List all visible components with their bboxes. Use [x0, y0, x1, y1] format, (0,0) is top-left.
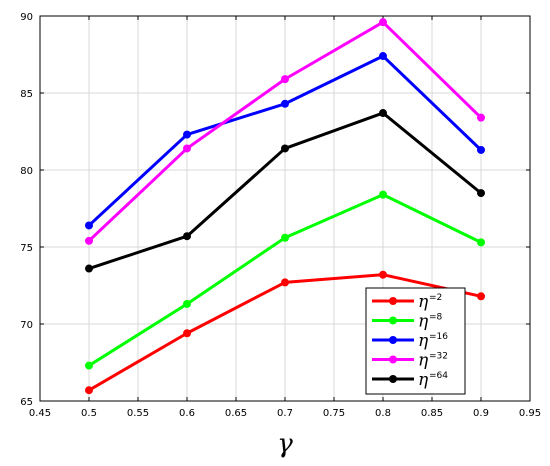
data-point: [183, 329, 191, 338]
x-tick-label: 0.9: [473, 408, 489, 419]
legend-entry: η =32: [372, 351, 448, 371]
data-point: [85, 236, 93, 245]
series-2: [85, 52, 485, 230]
x-tick-label: 0.75: [323, 408, 345, 419]
legend-label-value: =16: [429, 332, 448, 342]
legend-label-symbol: η: [418, 370, 429, 390]
x-axis-label: γ: [277, 429, 293, 459]
data-point: [477, 189, 485, 198]
legend-swatch-marker: [389, 297, 397, 305]
data-point: [85, 361, 93, 370]
legend-label-value: =2: [429, 293, 442, 303]
legend: η =2η =8η =16η =32η =64: [365, 287, 466, 395]
x-tick-label: 0.95: [519, 408, 541, 419]
legend-swatch-marker: [389, 375, 397, 383]
data-point: [281, 278, 289, 287]
legend-entry: η =2: [372, 292, 442, 312]
data-point: [477, 238, 485, 247]
legend-label-symbol: η: [418, 331, 429, 351]
data-point: [183, 144, 191, 153]
series-3: [85, 18, 485, 245]
data-point: [379, 109, 387, 118]
x-tick-label: 0.8: [375, 408, 391, 419]
legend-entry: η =16: [372, 331, 448, 351]
x-tick-label: 0.7: [277, 408, 293, 419]
x-tick-label: 0.65: [225, 408, 247, 419]
data-point: [379, 18, 387, 27]
x-tick-label: 0.55: [127, 408, 149, 419]
data-point: [183, 130, 191, 139]
series-1: [85, 190, 485, 370]
data-point: [281, 233, 289, 242]
data-point: [379, 270, 387, 279]
x-tick-label: 0.85: [421, 408, 443, 419]
data-point: [379, 52, 387, 61]
series-0: [85, 270, 485, 395]
data-point: [85, 386, 93, 395]
data-point: [183, 232, 191, 241]
data-point: [477, 113, 485, 122]
legend-label-symbol: η: [418, 292, 429, 312]
legend-swatch-marker: [389, 316, 397, 325]
legend-label-value: =64: [429, 371, 448, 381]
data-point: [477, 145, 485, 154]
legend-entry: η =8: [372, 312, 443, 332]
x-tick-label: 0.6: [179, 408, 195, 419]
y-tick-label: 75: [20, 243, 33, 254]
data-point: [85, 264, 93, 273]
data-point: [281, 75, 289, 84]
y-tick-label: 65: [20, 397, 33, 408]
x-tick-label: 0.5: [81, 408, 97, 419]
x-axis-ticks: 0.45 0.5 0.55 0.6 0.65 0.7 0.75 0.8 0.85 0.9 0.95: [29, 16, 541, 419]
series-lines: [85, 18, 485, 395]
data-point: [85, 221, 93, 230]
data-point: [477, 292, 485, 301]
y-tick-label: 85: [20, 89, 33, 100]
legend-entry: η =64: [372, 370, 448, 390]
data-point: [183, 299, 191, 308]
data-point: [379, 190, 387, 199]
y-axis-ticks: 65 70 75 80 85 90: [20, 12, 530, 408]
legend-label-value: =8: [429, 313, 443, 323]
legend-label-value: =32: [429, 352, 448, 362]
data-point: [281, 99, 289, 108]
x-tick-label: 0.45: [29, 408, 51, 419]
y-tick-label: 80: [20, 166, 33, 177]
legend-label-symbol: η: [418, 312, 429, 332]
series-4: [85, 109, 485, 273]
legend-label-symbol: η: [418, 351, 429, 371]
data-point: [281, 144, 289, 153]
y-tick-label: 70: [20, 320, 33, 331]
legend-swatch-marker: [389, 336, 397, 344]
y-tick-label: 90: [20, 12, 33, 23]
legend-swatch-marker: [389, 355, 397, 364]
